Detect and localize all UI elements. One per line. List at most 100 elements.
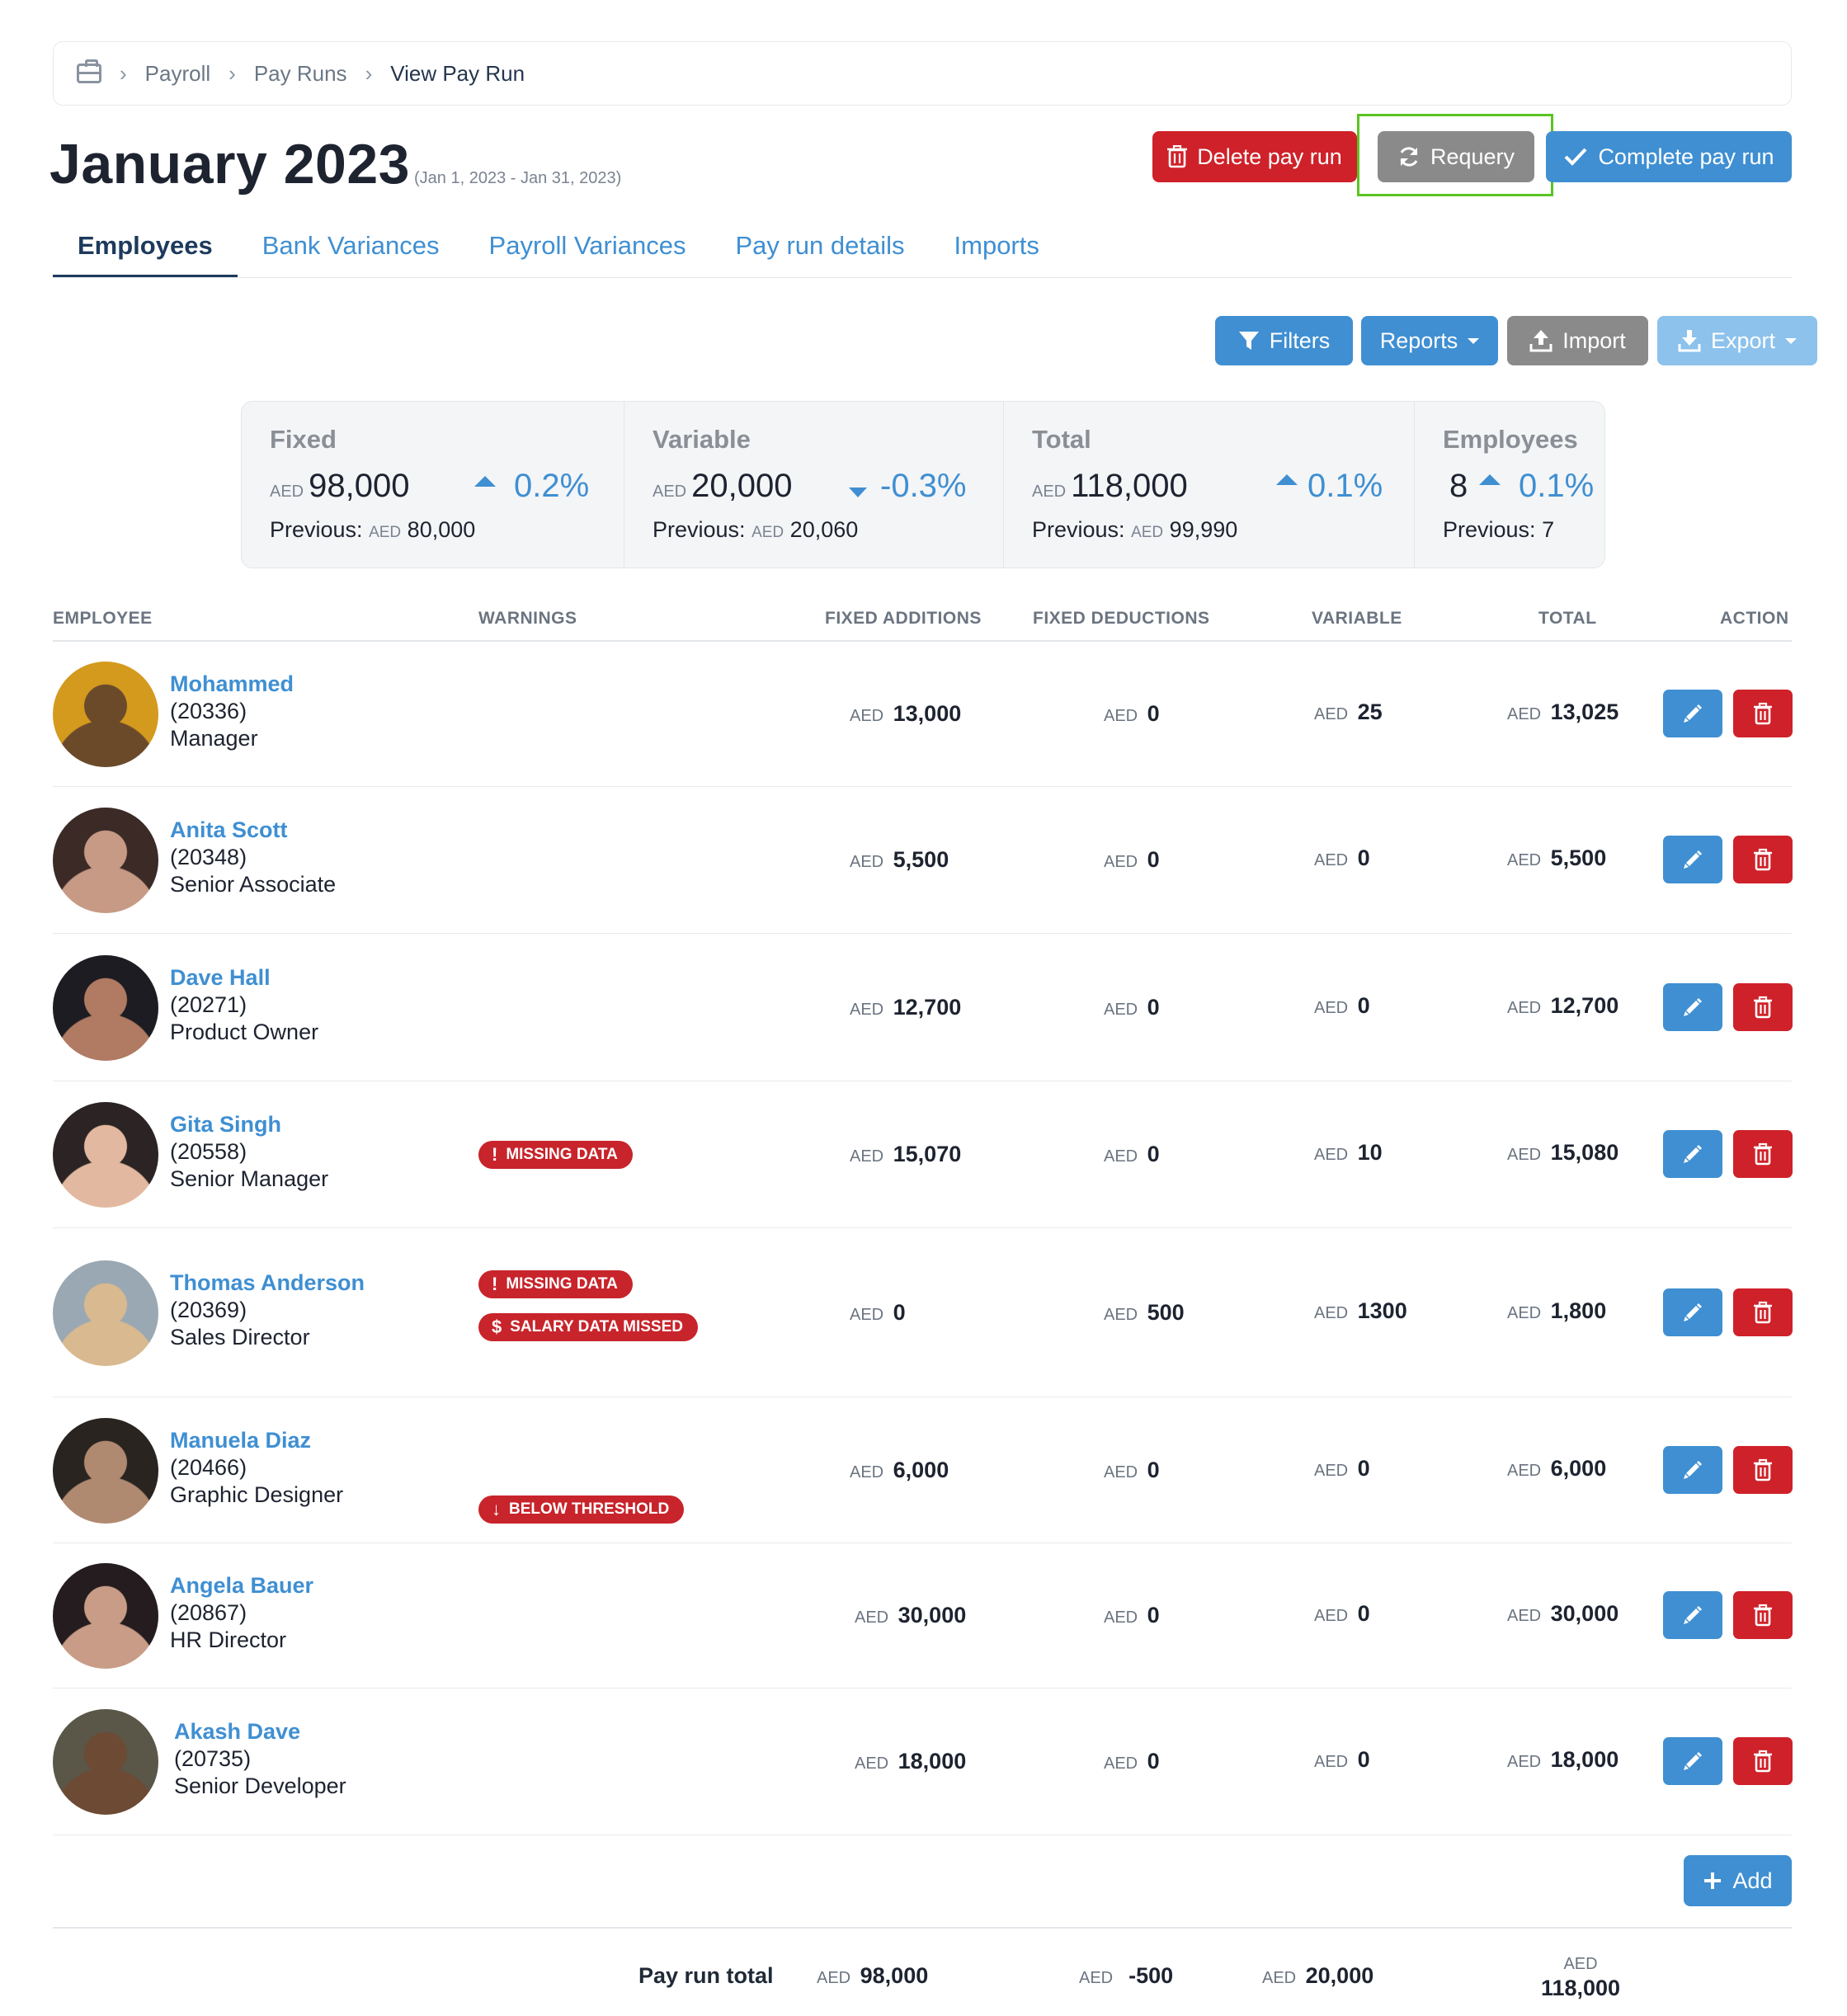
currency-label: AED xyxy=(1314,1303,1349,1322)
delete-employee-button[interactable] xyxy=(1733,1445,1793,1494)
currency-label: AED xyxy=(1507,998,1542,1017)
export-dropdown-button[interactable]: Export xyxy=(1657,316,1817,365)
trend-up-icon xyxy=(1479,474,1501,485)
employee-name-link[interactable]: Mohammed xyxy=(170,671,294,696)
grand-total-currency: AED xyxy=(1563,1955,1598,1973)
chevron-right-icon: › xyxy=(229,60,236,86)
tab-employees[interactable]: Employees xyxy=(53,221,238,277)
complete-pay-run-button[interactable]: Complete pay run xyxy=(1546,131,1792,182)
breadcrumb-pay-runs[interactable]: Pay Runs xyxy=(253,60,347,86)
plus-icon xyxy=(1704,1872,1722,1889)
pay-run-total-label: Pay run total xyxy=(638,1963,774,1988)
employee-avatar xyxy=(53,1563,158,1669)
summary-employees-previous: Previous: 7 xyxy=(1443,517,1555,542)
trend-up-icon xyxy=(1276,474,1298,485)
export-label: Export xyxy=(1710,327,1776,353)
requery-button[interactable]: Requery xyxy=(1378,131,1534,182)
delete-employee-button[interactable] xyxy=(1733,689,1793,737)
employee-avatar xyxy=(53,1709,158,1815)
column-header-variable: VARIABLE xyxy=(1312,609,1402,628)
tab-bank-variances[interactable]: Bank Variances xyxy=(262,231,440,260)
employee-avatar xyxy=(53,661,158,767)
employee-avatar xyxy=(53,954,158,1061)
currency-label: AED xyxy=(855,1755,889,1773)
briefcase-icon[interactable] xyxy=(77,59,101,83)
amount-value: 30,000 xyxy=(1550,1601,1619,1626)
amount-value: 0 xyxy=(1357,845,1370,870)
employee-name-link[interactable]: Dave Hall xyxy=(170,964,271,990)
fixed-additions-cell: AED 5,500 xyxy=(850,847,949,873)
edit-employee-button[interactable] xyxy=(1663,982,1722,1031)
delete-pay-run-button[interactable]: Delete pay run xyxy=(1152,131,1357,182)
employee-role: Senior Developer xyxy=(174,1773,346,1798)
table-row xyxy=(53,641,1792,787)
employee-avatar xyxy=(53,1102,158,1208)
tab-pay-run-details[interactable]: Pay run details xyxy=(735,231,905,260)
import-button[interactable]: Import xyxy=(1507,316,1648,365)
reports-dropdown-button[interactable]: Reports xyxy=(1361,316,1498,365)
delete-employee-button[interactable] xyxy=(1733,1130,1793,1178)
delete-employee-button[interactable] xyxy=(1733,1591,1793,1639)
exclamation-icon: ! xyxy=(492,1273,498,1294)
summary-fixed-label: Fixed xyxy=(270,425,337,454)
edit-employee-button[interactable] xyxy=(1663,1591,1722,1639)
amount-value: 0 xyxy=(1357,1747,1370,1772)
grand-total: AED 118,000 xyxy=(1515,1955,1647,2001)
edit-employee-button[interactable] xyxy=(1663,689,1722,737)
warning-badge: ! MISSING DATA xyxy=(478,1269,633,1298)
summary-employees-card: Employees 8 0.1% Previous: 7 xyxy=(1415,402,1604,568)
currency-label: AED xyxy=(1104,1755,1138,1773)
summary-total-value: AED 118,000 xyxy=(1032,468,1188,504)
edit-employee-button[interactable] xyxy=(1663,1130,1722,1178)
employee-name-link[interactable]: Angela Bauer xyxy=(170,1573,314,1598)
employee-name-link[interactable]: Akash Dave xyxy=(174,1719,301,1744)
trash-icon xyxy=(1754,1142,1772,1166)
import-label: Import xyxy=(1562,327,1626,353)
currency-label: AED xyxy=(1314,1607,1349,1625)
summary-variable-label: Variable xyxy=(653,425,751,454)
delete-employee-button[interactable] xyxy=(1733,836,1793,883)
currency-label: AED xyxy=(850,1463,884,1481)
filter-icon xyxy=(1238,332,1259,350)
table-row xyxy=(53,1543,1792,1689)
caret-down-icon xyxy=(1468,338,1480,344)
employee-id: (20336) xyxy=(170,698,247,723)
edit-employee-button[interactable] xyxy=(1663,1445,1722,1494)
grand-total-value: 118,000 xyxy=(1540,1976,1621,2000)
breadcrumb-payroll[interactable]: Payroll xyxy=(144,60,211,86)
amount-value: 1300 xyxy=(1357,1298,1407,1323)
trash-icon xyxy=(1754,1458,1772,1481)
upload-icon xyxy=(1529,330,1553,352)
warning-badge: ↓ BELOW THRESHOLD xyxy=(478,1495,685,1524)
employee-info: Gita Singh (20558) Senior Manager xyxy=(170,1112,328,1192)
column-header-warnings: WARNINGS xyxy=(478,609,577,628)
employee-role: Manager xyxy=(170,725,258,751)
total-fixed-additions: AED 98,000 xyxy=(817,1963,929,1988)
amount-value: 25 xyxy=(1357,699,1383,724)
employee-name-link[interactable]: Thomas Anderson xyxy=(170,1269,365,1295)
trend-up-icon xyxy=(474,476,496,487)
summary-variable-card: Variable AED 20,000 -0.3% Previous: AED 2… xyxy=(624,402,1004,568)
amount-value: 6,000 xyxy=(1550,1455,1607,1481)
table-row xyxy=(53,934,1792,1081)
amount-value: 500 xyxy=(1147,1299,1185,1325)
filters-button[interactable]: Filters xyxy=(1215,316,1353,365)
trash-icon xyxy=(1754,702,1772,724)
employee-name-link[interactable]: Manuela Diaz xyxy=(170,1427,312,1453)
table-row xyxy=(53,1228,1792,1397)
tab-imports[interactable]: Imports xyxy=(954,231,1039,260)
edit-employee-button[interactable] xyxy=(1663,1288,1722,1336)
currency-label: AED xyxy=(850,1305,884,1324)
edit-employee-button[interactable] xyxy=(1663,1737,1722,1785)
employee-id: (20271) xyxy=(170,992,247,1017)
employee-name-link[interactable]: Gita Singh xyxy=(170,1112,281,1137)
employee-role: Sales Director xyxy=(170,1324,310,1349)
employee-name-link[interactable]: Anita Scott xyxy=(170,817,288,842)
fixed-additions-cell: AED 15,070 xyxy=(850,1142,961,1167)
delete-employee-button[interactable] xyxy=(1733,982,1793,1031)
edit-employee-button[interactable] xyxy=(1663,836,1722,883)
add-employee-button[interactable]: Add xyxy=(1684,1855,1792,1906)
tab-payroll-variances[interactable]: Payroll Variances xyxy=(488,231,686,260)
delete-employee-button[interactable] xyxy=(1733,1288,1793,1336)
delete-employee-button[interactable] xyxy=(1733,1737,1793,1785)
